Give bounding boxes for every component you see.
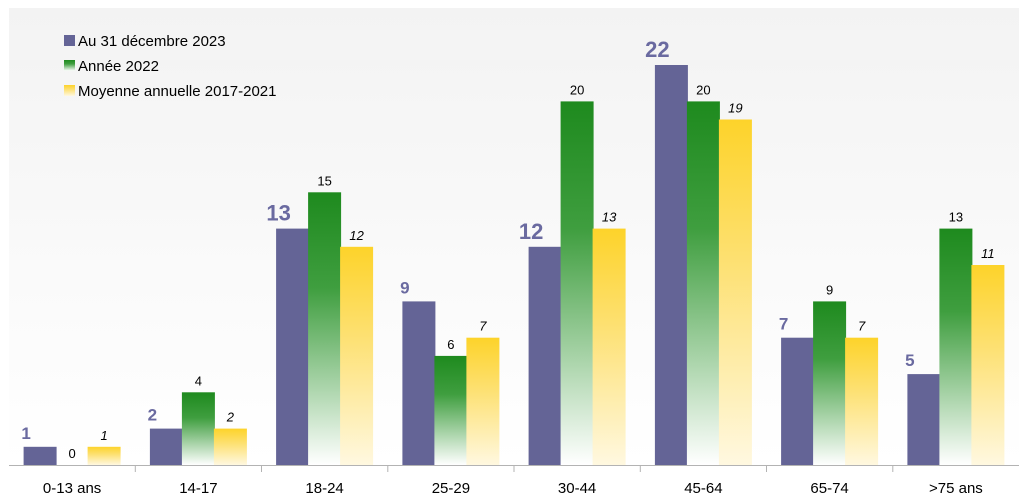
data-label-s2-7: 11 — [981, 246, 995, 261]
data-label-s0-7: 5 — [905, 351, 914, 370]
data-label-s1-7: 13 — [949, 210, 963, 225]
bar-s0-5 — [654, 65, 688, 465]
data-label-s1-6: 9 — [826, 282, 833, 297]
bar-s0-4 — [528, 246, 562, 465]
bar-s2-6 — [845, 337, 879, 465]
x-tick-label-1: 14-17 — [179, 480, 217, 497]
bar-s0-7 — [907, 374, 941, 465]
data-label-s1-2: 15 — [317, 173, 331, 188]
bar-s0-3 — [402, 301, 436, 465]
data-label-s0-3: 9 — [400, 278, 409, 297]
bar-s2-3 — [466, 337, 500, 465]
bar-s2-1 — [213, 428, 247, 465]
legend-label-2: Moyenne annuelle 2017-2021 — [78, 83, 277, 100]
x-tick-label-4: 30-44 — [558, 480, 596, 497]
data-label-s2-0: 1 — [100, 428, 107, 443]
bar-s2-4 — [592, 228, 626, 465]
bar-s2-7 — [971, 265, 1005, 465]
legend-label-1: Année 2022 — [78, 58, 159, 75]
bar-s1-1 — [181, 392, 215, 465]
bar-s1-7 — [939, 228, 973, 465]
x-tick-label-7: >75 ans — [929, 480, 983, 497]
data-label-s0-1: 2 — [148, 406, 157, 425]
bar-s1-2 — [308, 192, 342, 466]
data-label-s2-6: 7 — [858, 319, 866, 334]
data-label-s0-5: 22 — [645, 37, 669, 62]
bar-s2-2 — [340, 246, 374, 465]
legend-swatch-0 — [64, 35, 75, 46]
data-label-s2-2: 12 — [349, 228, 364, 243]
legend-label-0: Au 31 décembre 2023 — [78, 33, 226, 50]
data-label-s0-0: 1 — [21, 424, 30, 443]
legend-swatch-2 — [64, 85, 75, 96]
x-tick-label-0: 0-13 ans — [43, 480, 101, 497]
bar-s1-5 — [686, 101, 720, 466]
bar-s0-0 — [23, 446, 57, 465]
data-label-s1-1: 4 — [195, 373, 202, 388]
data-label-s2-3: 7 — [479, 319, 487, 334]
bar-s0-2 — [276, 228, 310, 465]
data-label-s2-5: 19 — [728, 101, 742, 116]
data-label-s1-4: 20 — [570, 82, 584, 97]
data-label-s0-4: 12 — [519, 219, 543, 244]
bar-s2-5 — [718, 119, 752, 465]
bar-s0-1 — [149, 428, 183, 465]
data-label-s1-3: 6 — [447, 337, 454, 352]
bar-s2-0 — [87, 446, 121, 465]
data-label-s2-4: 13 — [602, 210, 617, 225]
x-tick-label-6: 65-74 — [810, 480, 848, 497]
data-label-s2-1: 2 — [226, 410, 235, 425]
bar-s1-3 — [434, 355, 468, 465]
data-label-s0-2: 13 — [266, 201, 290, 226]
legend-swatch-1 — [64, 60, 75, 71]
bar-s0-6 — [781, 337, 815, 465]
data-label-s1-0: 0 — [68, 446, 75, 461]
x-tick-label-2: 18-24 — [305, 480, 343, 497]
bar-s1-6 — [813, 301, 847, 465]
data-label-s0-6: 7 — [779, 315, 788, 334]
x-tick-label-3: 25-29 — [432, 480, 470, 497]
bar-s1-4 — [560, 101, 594, 466]
x-tick-label-5: 45-64 — [684, 480, 722, 497]
data-label-s1-5: 20 — [696, 82, 710, 97]
